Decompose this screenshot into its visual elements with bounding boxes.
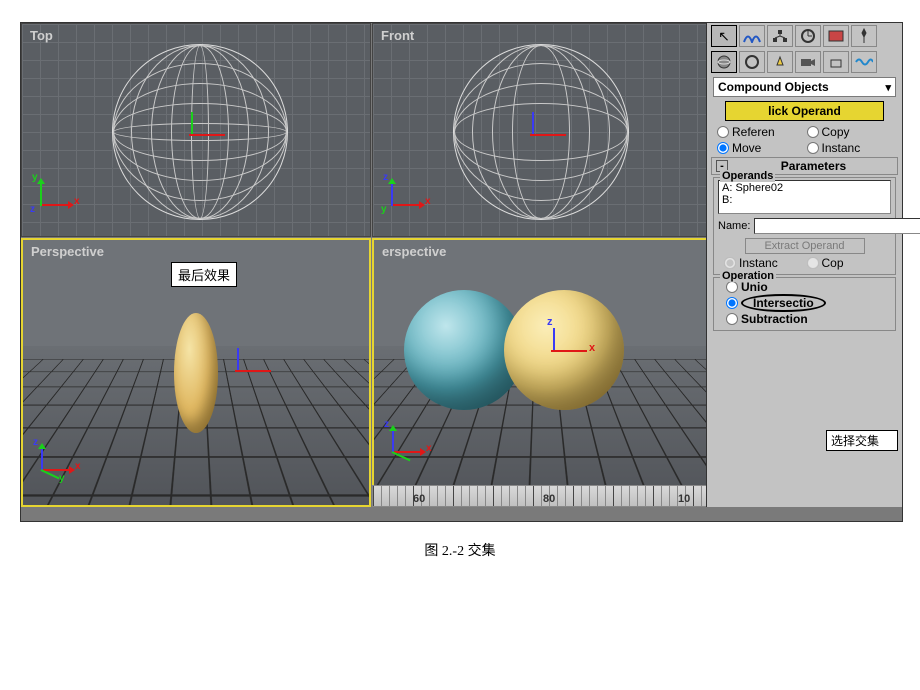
radio-extr-copy[interactable]: Cop [807,256,886,270]
subtab-helpers-icon[interactable] [823,51,849,73]
name-label: Name: [718,220,750,232]
ruler-tick-80: 80 [543,493,555,505]
ruler-tick-60: 60 [413,493,425,505]
operands-legend: Operands [720,170,775,182]
figure-caption: 图 2.-2 交集 [0,540,920,560]
tab-hierarchy-icon[interactable] [767,25,793,47]
viewport-front[interactable]: Front x z y [372,23,708,237]
clone-type-radios: Referen Copy Move Instanc [717,125,892,155]
viewport-top-label: Top [30,28,53,43]
viewport-persp2-label: erspective [382,244,446,259]
app-frame: Top x y z Front [20,22,903,522]
time-ruler[interactable]: 60 80 10 [372,485,708,507]
operands-group: Operands A: Sphere02 B: Name: Extract Op… [713,177,896,275]
axis-gizmo-p2: x z [382,425,432,475]
radio-intersection[interactable]: Intersectio [726,294,891,312]
subtab-shapes-icon[interactable] [739,51,765,73]
pick-operand-button[interactable]: lick Operand [725,101,884,121]
axis-gizmo-front: x z y [381,178,431,228]
ruler-tick-100: 10 [678,493,690,505]
callout-select-intersect: 选择交集 [826,430,898,451]
viewport-front-label: Front [381,28,414,43]
command-panel-tabs: ↖ [707,23,902,49]
tab-utilities-icon[interactable] [851,25,877,47]
operation-legend: Operation [720,270,776,282]
gizmo-center-p2: x z [539,320,599,380]
viewport-perspective-2[interactable]: erspective x z x z [372,238,708,507]
intersection-result-shape [174,313,218,433]
viewport-persp1-label: Perspective [31,244,104,259]
radio-instance[interactable]: Instanc [807,141,893,155]
tab-modify-icon[interactable] [739,25,765,47]
command-panel: ↖ Compound Objects lick Operand Referen … [706,23,902,507]
radio-reference[interactable]: Referen [717,125,803,139]
operation-group: Operation Unio Intersectio Subtraction [713,277,896,331]
subtab-lights-icon[interactable] [767,51,793,73]
radio-union[interactable]: Unio [726,280,891,294]
gizmo-center-top [177,104,237,164]
viewport-perspective-1[interactable]: Perspective 最后效果 x z y [21,238,371,507]
radio-subtraction[interactable]: Subtraction [726,312,891,326]
operands-listbox[interactable]: A: Sphere02 B: [718,180,891,214]
tab-motion-icon[interactable] [795,25,821,47]
subtab-spacewarps-icon[interactable] [851,51,877,73]
tab-display-icon[interactable] [823,25,849,47]
operand-a-item[interactable]: A: Sphere02 [722,182,887,194]
callout-final-effect: 最后效果 [171,262,237,287]
tab-create-icon[interactable]: ↖ [711,25,737,47]
name-input[interactable] [754,218,920,234]
gizmo-center-front [518,104,578,164]
radio-extr-instance[interactable]: Instanc [724,256,803,270]
extract-operand-button[interactable]: Extract Operand [745,238,865,254]
gizmo-center-p1 [223,340,283,400]
radio-move[interactable]: Move [717,141,803,155]
operand-b-item[interactable]: B: [722,194,887,206]
viewport-top[interactable]: Top x y z [21,23,371,237]
axis-gizmo-top: x y z [30,178,80,228]
subtab-cameras-icon[interactable] [795,51,821,73]
axis-gizmo-p1: x z y [31,443,81,493]
radio-copy[interactable]: Copy [807,125,893,139]
object-type-dropdown[interactable]: Compound Objects [713,77,896,97]
dropdown-label: Compound Objects [718,80,829,94]
create-subtabs [707,49,902,75]
subtab-geometry-icon[interactable] [711,51,737,73]
